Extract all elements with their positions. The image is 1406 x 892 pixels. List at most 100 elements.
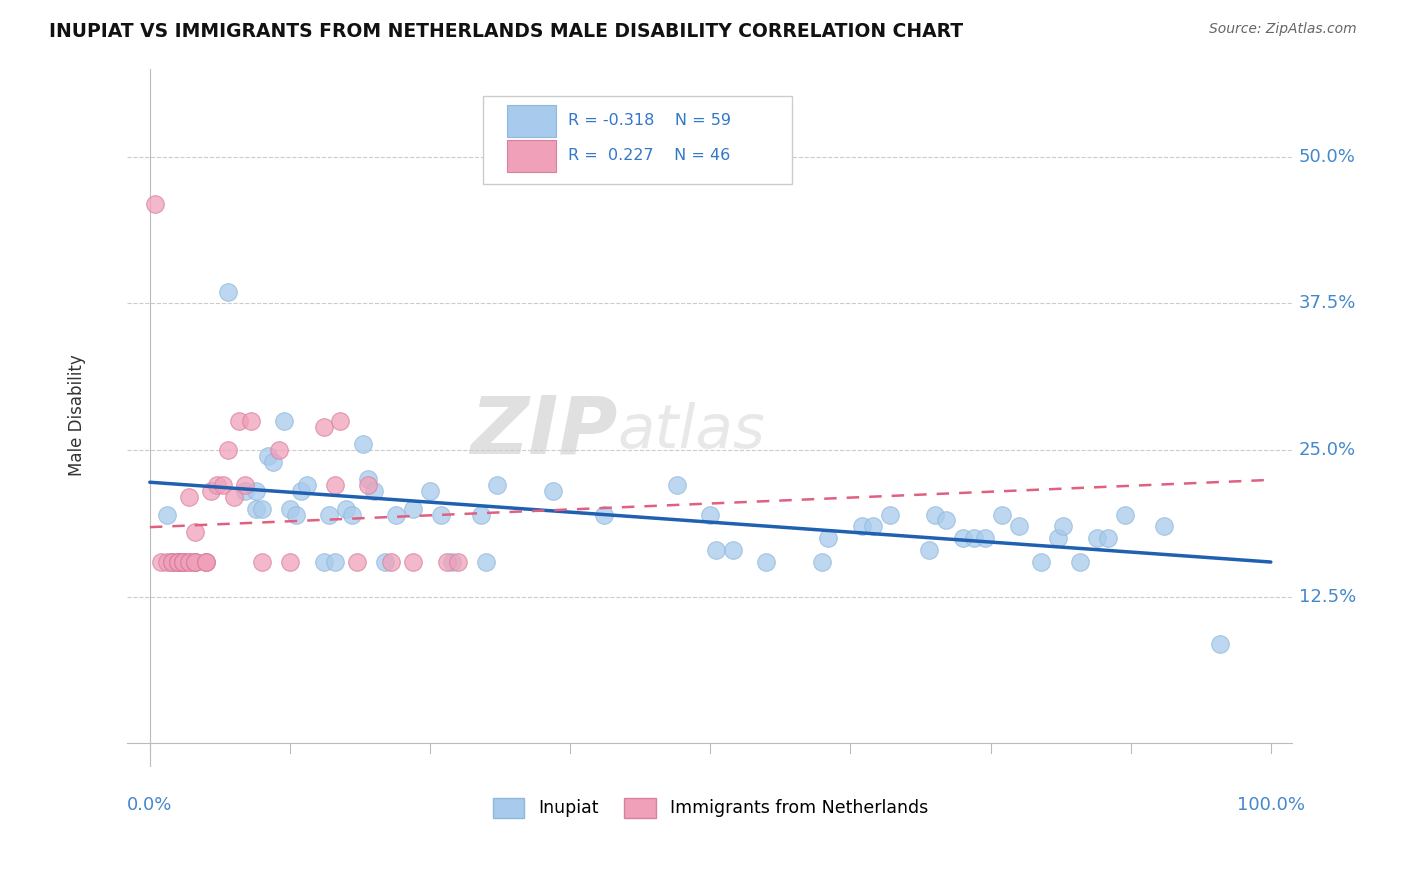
- Point: [194, 554, 217, 568]
- Point: [346, 554, 368, 568]
- Point: [1069, 554, 1091, 568]
- Point: [312, 419, 335, 434]
- Point: [194, 554, 217, 568]
- Point: [183, 554, 205, 568]
- Text: Male Disability: Male Disability: [67, 354, 86, 475]
- Point: [1114, 508, 1136, 522]
- Point: [194, 554, 217, 568]
- Point: [290, 484, 312, 499]
- Point: [879, 508, 901, 522]
- Point: [156, 508, 179, 522]
- Point: [250, 501, 273, 516]
- Point: [284, 508, 307, 522]
- Point: [374, 554, 396, 568]
- Point: [177, 554, 200, 568]
- Point: [363, 484, 385, 499]
- Point: [172, 554, 194, 568]
- Point: [385, 508, 408, 522]
- Point: [974, 531, 997, 545]
- Point: [475, 554, 498, 568]
- Point: [172, 554, 194, 568]
- Point: [447, 554, 470, 568]
- Point: [329, 414, 352, 428]
- Point: [250, 554, 273, 568]
- Point: [952, 531, 974, 545]
- Point: [239, 414, 262, 428]
- Point: [172, 554, 194, 568]
- Point: [295, 478, 318, 492]
- Point: [273, 414, 295, 428]
- Point: [721, 542, 744, 557]
- Point: [918, 542, 941, 557]
- Point: [205, 478, 228, 492]
- Point: [278, 554, 301, 568]
- Point: [245, 501, 267, 516]
- Text: INUPIAT VS IMMIGRANTS FROM NETHERLANDS MALE DISABILITY CORRELATION CHART: INUPIAT VS IMMIGRANTS FROM NETHERLANDS M…: [49, 22, 963, 41]
- Text: 0.0%: 0.0%: [127, 797, 173, 814]
- Point: [166, 554, 188, 568]
- Text: R =  0.227    N = 46: R = 0.227 N = 46: [568, 148, 730, 163]
- Text: 12.5%: 12.5%: [1299, 588, 1357, 606]
- Text: 100.0%: 100.0%: [1237, 797, 1305, 814]
- Text: atlas: atlas: [617, 402, 765, 461]
- Point: [990, 508, 1012, 522]
- Point: [160, 554, 183, 568]
- Point: [150, 554, 173, 568]
- FancyBboxPatch shape: [484, 96, 792, 184]
- Point: [156, 554, 179, 568]
- Point: [935, 513, 957, 527]
- Point: [963, 531, 986, 545]
- Point: [1085, 531, 1108, 545]
- Point: [436, 554, 458, 568]
- Text: 50.0%: 50.0%: [1299, 147, 1355, 166]
- Point: [183, 554, 205, 568]
- Point: [851, 519, 873, 533]
- Point: [217, 442, 239, 457]
- Point: [256, 449, 278, 463]
- Point: [145, 196, 167, 211]
- Point: [862, 519, 884, 533]
- Point: [1007, 519, 1029, 533]
- Point: [817, 531, 839, 545]
- Text: Source: ZipAtlas.com: Source: ZipAtlas.com: [1209, 22, 1357, 37]
- Point: [357, 478, 380, 492]
- Point: [323, 478, 346, 492]
- Text: ZIP: ZIP: [470, 392, 617, 471]
- Point: [419, 484, 441, 499]
- Point: [430, 508, 453, 522]
- Point: [267, 442, 290, 457]
- Point: [1029, 554, 1052, 568]
- Point: [402, 554, 425, 568]
- Text: 37.5%: 37.5%: [1299, 294, 1357, 312]
- Point: [166, 554, 188, 568]
- Point: [183, 554, 205, 568]
- Point: [543, 484, 565, 499]
- Point: [323, 554, 346, 568]
- Point: [217, 285, 239, 299]
- Point: [1046, 531, 1069, 545]
- Point: [200, 484, 222, 499]
- Point: [357, 472, 380, 486]
- Point: [335, 501, 357, 516]
- Point: [1209, 637, 1232, 651]
- Point: [172, 554, 194, 568]
- Point: [755, 554, 778, 568]
- Point: [245, 484, 267, 499]
- Point: [924, 508, 946, 522]
- FancyBboxPatch shape: [508, 105, 557, 137]
- FancyBboxPatch shape: [508, 140, 557, 172]
- Point: [340, 508, 363, 522]
- Point: [811, 554, 834, 568]
- Point: [183, 525, 205, 540]
- Point: [1153, 519, 1175, 533]
- Point: [312, 554, 335, 568]
- Point: [470, 508, 492, 522]
- Point: [486, 478, 509, 492]
- Point: [665, 478, 688, 492]
- Point: [211, 478, 233, 492]
- Legend: Inupiat, Immigrants from Netherlands: Inupiat, Immigrants from Netherlands: [486, 790, 935, 824]
- Point: [1052, 519, 1074, 533]
- Point: [278, 501, 301, 516]
- Point: [172, 554, 194, 568]
- Point: [177, 554, 200, 568]
